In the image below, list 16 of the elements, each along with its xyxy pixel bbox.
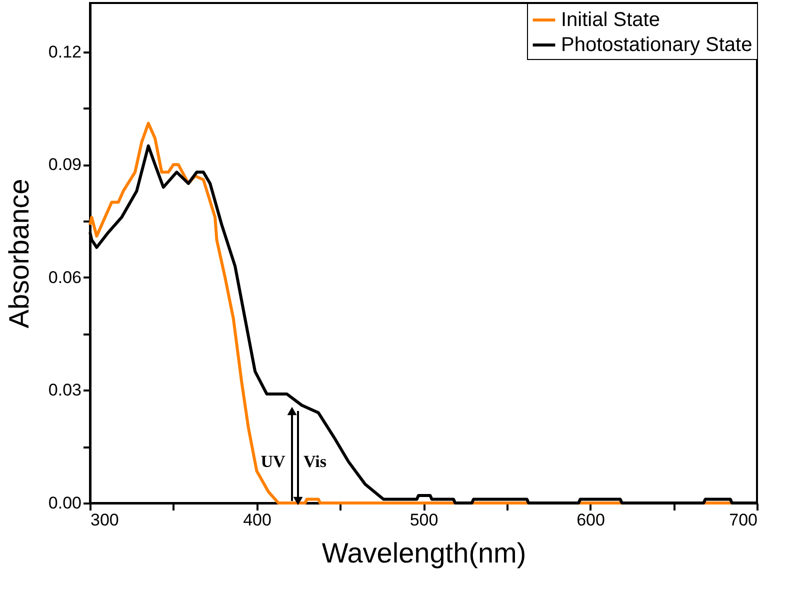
x-tick-label: 500 — [410, 510, 438, 530]
x-tick-label: 600 — [576, 510, 605, 530]
x-tick-label: 700 — [729, 510, 758, 530]
legend-label: Photostationary State — [561, 34, 752, 56]
y-tick-label: 0.06 — [48, 268, 82, 287]
y-axis-title: Absorbance — [3, 178, 34, 328]
x-axis-title: Wavelength(nm) — [322, 538, 526, 568]
x-tick-label: 400 — [243, 510, 272, 530]
x-tick-label: 300 — [90, 510, 119, 530]
y-tick-label: 0.00 — [48, 494, 82, 512]
y-tick-label: 0.09 — [48, 155, 82, 174]
annotation: UV — [260, 452, 286, 471]
y-tick-label: 0.03 — [48, 380, 82, 400]
legend-label: Initial State — [561, 9, 660, 31]
y-tick-label: 0.12 — [48, 42, 82, 62]
annotation: Vis — [304, 452, 327, 471]
